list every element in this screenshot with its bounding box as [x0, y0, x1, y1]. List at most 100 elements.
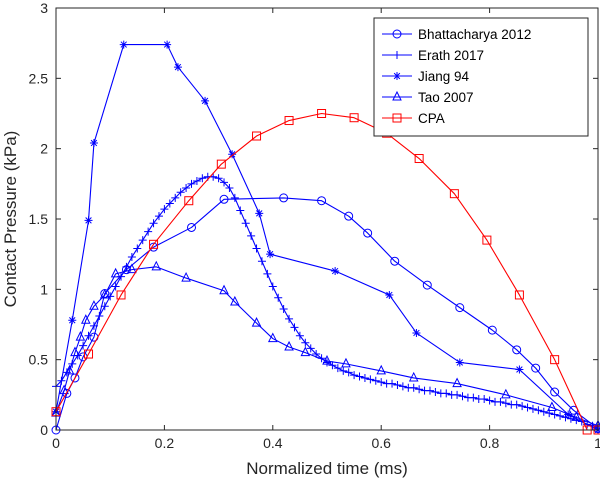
data-point: [84, 331, 93, 340]
data-point: [70, 373, 80, 383]
x-tick-label: 0.6: [371, 435, 391, 451]
y-tick-label: 3: [40, 0, 48, 16]
data-point: [252, 244, 261, 253]
y-tick-label: 1: [40, 281, 48, 297]
x-tick-label: 0.2: [155, 435, 175, 451]
series-line: [55, 44, 599, 431]
data-point: [279, 193, 289, 203]
data-point: [350, 371, 359, 380]
data-point: [99, 288, 110, 299]
data-point: [322, 354, 332, 365]
data-point: [301, 338, 310, 347]
data-point: [449, 189, 459, 199]
axes-box: [55, 7, 599, 431]
data-point: [230, 193, 239, 202]
data-point: [556, 411, 565, 420]
data-point: [247, 231, 256, 240]
data-point: [100, 302, 109, 311]
data-point: [415, 385, 424, 394]
x-tick-label: 1: [594, 435, 600, 451]
data-point: [228, 150, 237, 159]
y-tick-label: 2: [40, 141, 48, 157]
data-point: [414, 154, 424, 164]
data-point: [111, 282, 120, 291]
data-point: [469, 393, 478, 402]
data-point: [64, 364, 75, 375]
data-point: [455, 358, 464, 367]
data-point: [528, 404, 537, 413]
data-point: [216, 159, 226, 169]
data-point: [236, 206, 245, 215]
data-point: [328, 361, 337, 370]
data-point: [110, 267, 121, 278]
y-tick-label: 0.5: [29, 352, 49, 368]
data-point: [266, 250, 275, 259]
data-point: [279, 305, 288, 314]
data-point: [408, 371, 419, 382]
series-line: [55, 197, 599, 431]
data-point: [487, 325, 497, 335]
data-point: [144, 227, 153, 236]
data-point: [214, 174, 223, 183]
data-point: [501, 399, 510, 408]
data-point: [149, 239, 159, 249]
legend-label: Jiang 94: [418, 69, 470, 84]
data-point: [252, 131, 262, 141]
series-line: [55, 112, 598, 431]
legend-marker: [392, 90, 402, 101]
data-point: [89, 321, 98, 330]
series-line: [55, 266, 599, 427]
data-point: [390, 256, 400, 266]
data-point: [360, 373, 369, 382]
data-point: [219, 194, 229, 204]
data-point: [571, 411, 582, 421]
data-point: [550, 410, 559, 419]
data-point: [531, 363, 541, 373]
legend-marker: [393, 72, 401, 80]
data-point: [163, 40, 172, 49]
data-point: [182, 184, 191, 193]
data-point: [284, 340, 294, 351]
data-point: [550, 387, 560, 397]
data-point: [127, 252, 136, 261]
data-point: [425, 386, 434, 395]
data-point: [106, 292, 115, 301]
data-point: [366, 375, 375, 384]
data-point: [422, 280, 432, 290]
series-bhattacharya-2012: [51, 193, 600, 435]
data-point: [274, 293, 283, 302]
x-tick-label: 0: [52, 435, 60, 451]
data-point: [523, 403, 532, 412]
data-point: [385, 290, 394, 299]
data-point: [290, 323, 299, 332]
x-tick-label: 0.8: [480, 435, 500, 451]
data-point: [442, 389, 451, 398]
data-point: [284, 116, 294, 126]
data-point: [455, 303, 465, 313]
legend-box: [373, 17, 589, 137]
data-point: [371, 376, 380, 385]
data-point: [431, 388, 440, 397]
data-point: [539, 407, 548, 416]
data-point: [75, 331, 86, 341]
data-point: [230, 295, 240, 306]
data-point: [70, 346, 80, 357]
data-point: [306, 344, 315, 353]
data-point: [300, 346, 311, 357]
data-point: [138, 236, 147, 245]
data-point: [133, 244, 142, 253]
data-point: [333, 364, 342, 373]
data-point: [377, 378, 386, 387]
tick-labels: 0 0.2 0.4 0.6 0.8 1 0 0.5 1 1.5 2 2.5 3: [29, 0, 600, 451]
data-point: [547, 401, 557, 411]
data-point: [341, 357, 351, 368]
data-point: [89, 139, 98, 148]
data-point: [154, 212, 163, 221]
data-point: [331, 267, 340, 276]
legend-label: Tao 2007: [418, 90, 474, 105]
data-point: [119, 40, 128, 49]
data-point: [339, 366, 348, 375]
data-point: [344, 211, 354, 221]
data-point: [363, 228, 373, 238]
data-point: [187, 179, 196, 188]
